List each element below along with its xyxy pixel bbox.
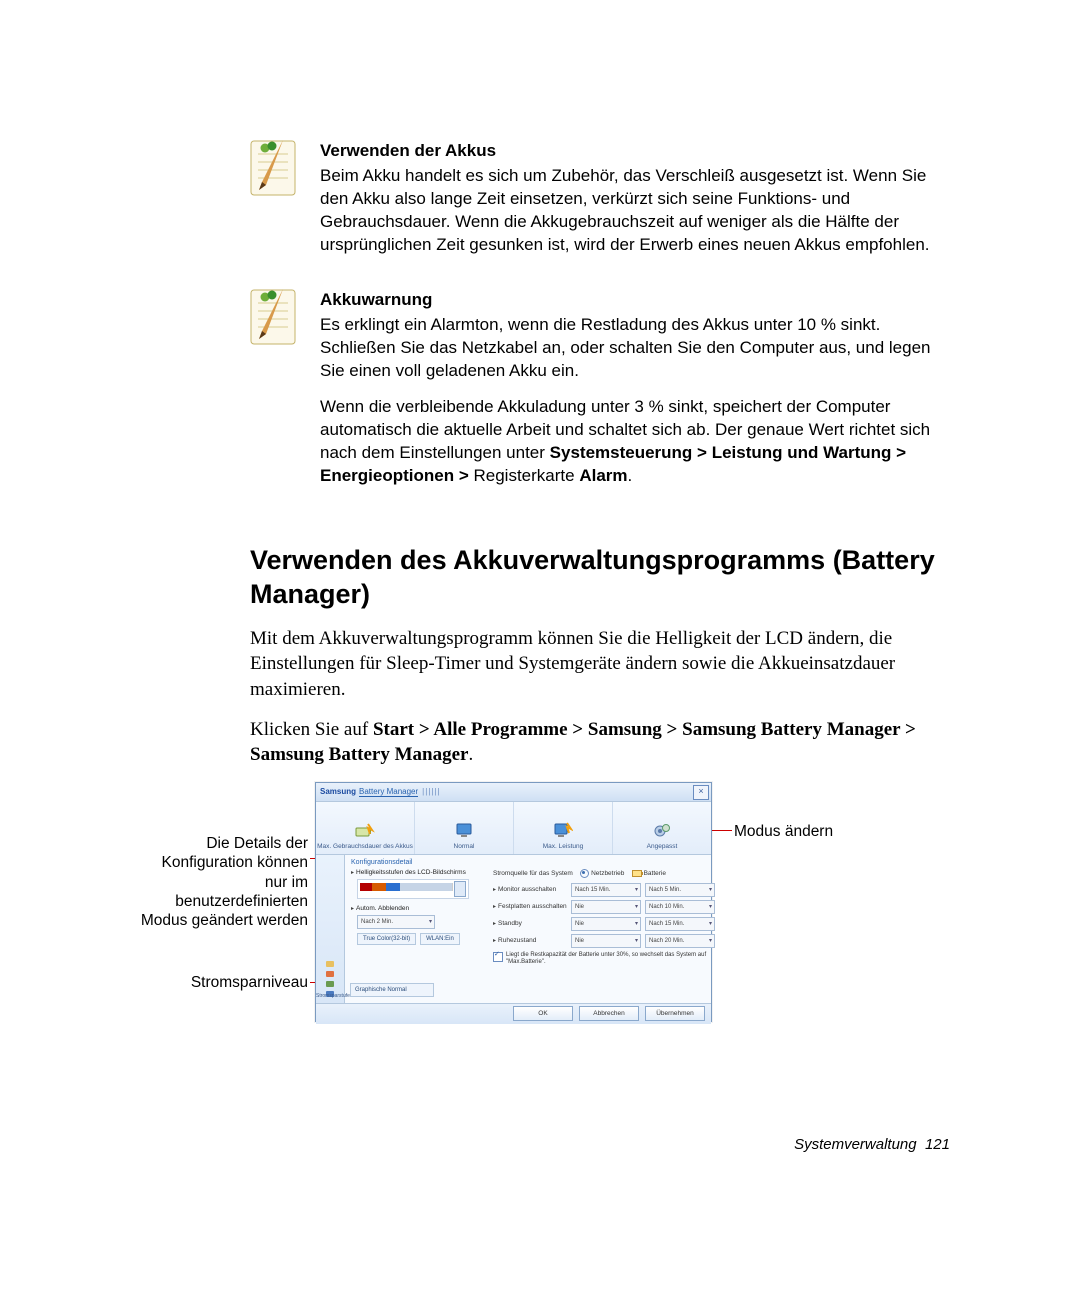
setting-dropdown-net[interactable]: Nach 15 Min.	[571, 883, 641, 897]
battery-small-icon	[632, 870, 642, 877]
setting-dropdown-net[interactable]: Nie	[571, 917, 641, 931]
auto-switch-checkbox[interactable]	[493, 952, 503, 962]
brightness-label: Helligkeitsstufen des LCD-Bildschirms	[351, 869, 481, 876]
note-icon	[250, 140, 310, 196]
color-depth-chip[interactable]: True Color(32-bit)	[357, 933, 416, 945]
note-title: Verwenden der Akkus	[320, 140, 950, 163]
abblenden-label: Autom. Abblenden	[351, 905, 481, 912]
window-body: Konfigurationsdetail Helligkeitsstufen d…	[316, 855, 711, 1003]
mode-max-battery[interactable]: Max. Gebrauchsdauer des Akkus	[316, 802, 415, 854]
title-decoration: ||||||	[422, 787, 440, 796]
section-para-2: Klicken Sie auf Start > Alle Programme >…	[250, 717, 950, 768]
mode-custom[interactable]: Angepasst	[613, 802, 711, 854]
mode-label: Angepasst	[647, 843, 678, 850]
abblenden-dropdown[interactable]: Nach 2 Min.	[357, 915, 435, 929]
config-title: Konfigurationsdetail	[351, 859, 705, 866]
mode-max-performance[interactable]: Max. Leistung	[514, 802, 613, 854]
checkbox-label: Liegt die Restkapazität der Batterie unt…	[506, 952, 725, 966]
callout-line-text: Die Details der	[206, 835, 308, 852]
app-title: Battery Manager	[359, 787, 418, 797]
radio-label: Batterie	[644, 870, 666, 877]
text: Registerkarte	[474, 466, 580, 485]
text: .	[468, 744, 473, 765]
note-body-2: Wenn die verbleibende Akkuladung unter 3…	[320, 396, 950, 488]
ok-button[interactable]: OK	[513, 1006, 573, 1021]
section-heading: Verwenden des Akkuverwaltungsprogramms (…	[250, 544, 950, 612]
page-footer: Systemverwaltung 121	[794, 1136, 950, 1153]
setting-dropdown-batt[interactable]: Nach 10 Min.	[645, 900, 715, 914]
sidebar-dot	[326, 971, 334, 977]
setting-label: Standby	[493, 920, 571, 927]
close-button[interactable]: ×	[693, 785, 709, 800]
setting-dropdown-net[interactable]: Nie	[571, 900, 641, 914]
stromspar-axis-label: Stromsparstufe	[316, 993, 344, 999]
setting-label: Ruhezustand	[493, 937, 571, 944]
monitor-icon	[454, 822, 474, 840]
sidebar-dot	[326, 961, 334, 967]
callout-stromspar: Stromsparniveau	[110, 973, 308, 992]
setting-dropdown-net[interactable]: Nie	[571, 934, 641, 948]
note-icon	[250, 289, 310, 345]
section-para-1: Mit dem Akkuverwaltungsprogramm können S…	[250, 626, 950, 703]
right-column: Stromquelle für das System Netzbetrieb B…	[493, 869, 725, 966]
setting-row-hdd: Festplatten ausschalten Nie Nach 10 Min.	[493, 900, 725, 914]
power-source-row: Stromquelle für das System Netzbetrieb B…	[493, 869, 725, 878]
mode-normal[interactable]: Normal	[415, 802, 514, 854]
note-body: Beim Akku handelt es sich um Zubehör, da…	[320, 165, 950, 257]
monitor-bolt-icon	[553, 822, 573, 840]
radio-label: Netzbetrieb	[591, 870, 624, 877]
mode-label: Max. Leistung	[543, 843, 583, 850]
text: .	[628, 466, 633, 485]
note-text: Akkuwarnung Es erklingt ein Alarmton, we…	[320, 289, 950, 503]
note-body-1: Es erklingt ein Alarmton, wenn die Restl…	[320, 314, 950, 383]
power-source-label: Stromquelle für das System	[493, 870, 573, 877]
mode-label: Max. Gebrauchsdauer des Akkus	[317, 843, 413, 850]
radio-netz[interactable]	[580, 869, 589, 878]
setting-label: Festplatten ausschalten	[493, 903, 571, 910]
mode-tabs: Max. Gebrauchsdauer des Akkus Normal Max…	[316, 802, 711, 855]
setting-dropdown-batt[interactable]: Nach 20 Min.	[645, 934, 715, 948]
callout-line-text: benutzerdefinierten	[175, 893, 308, 910]
setting-row-standby: Standby Nie Nach 15 Min.	[493, 917, 725, 931]
callout-line-text: Modus geändert werden	[141, 912, 308, 929]
callout-modus: Modus ändern	[734, 822, 833, 841]
note-block-usage: Verwenden der Akkus Beim Akku handelt es…	[250, 140, 950, 271]
cancel-button[interactable]: Abbrechen	[579, 1006, 639, 1021]
stromspar-pill[interactable]: Graphische Normal	[350, 983, 434, 997]
callout-line-text: Konfiguration können	[161, 854, 308, 871]
text: Klicken Sie auf	[250, 719, 373, 740]
setting-label: Monitor ausschalten	[493, 886, 571, 893]
section-body: Mit dem Akkuverwaltungsprogramm können S…	[250, 626, 950, 768]
footer-section: Systemverwaltung	[794, 1136, 917, 1153]
setting-dropdown-batt[interactable]: Nach 5 Min.	[645, 883, 715, 897]
screenshot-area: Die Details der Konfiguration können nur…	[250, 782, 950, 1042]
note-title: Akkuwarnung	[320, 289, 950, 312]
mode-label: Normal	[454, 843, 475, 850]
titlebar: Samsung Battery Manager |||||| ×	[316, 783, 711, 802]
apply-button[interactable]: Übernehmen	[645, 1006, 705, 1021]
note-text: Verwenden der Akkus Beim Akku handelt es…	[320, 140, 950, 271]
gear-icon	[652, 822, 672, 840]
callout-details: Die Details der Konfiguration können nur…	[78, 834, 308, 931]
setting-row-hibernate: Ruhezustand Nie Nach 20 Min.	[493, 934, 725, 948]
brand-text: Samsung	[320, 787, 356, 796]
auto-switch-checkbox-row: Liegt die Restkapazität der Batterie unt…	[493, 952, 725, 966]
bold-word: Alarm	[579, 466, 627, 485]
wlan-chip[interactable]: WLAN:Ein	[420, 933, 460, 945]
button-bar: OK Abbrechen Übernehmen	[316, 1003, 711, 1024]
slider-handle[interactable]	[454, 881, 466, 897]
footer-page-number: 121	[925, 1136, 950, 1153]
left-column: Helligkeitsstufen des LCD-Bildschirms Au…	[351, 869, 481, 945]
main-panel: Konfigurationsdetail Helligkeitsstufen d…	[345, 855, 711, 1003]
brightness-slider[interactable]	[357, 879, 469, 899]
callout-line-text: nur im	[265, 874, 308, 891]
note-block-warning: Akkuwarnung Es erklingt ein Alarmton, we…	[250, 289, 950, 503]
sidebar-dot	[326, 981, 334, 987]
setting-dropdown-batt[interactable]: Nach 15 Min.	[645, 917, 715, 931]
setting-row-monitor: Monitor ausschalten Nach 15 Min. Nach 5 …	[493, 883, 725, 897]
battery-manager-window: Samsung Battery Manager |||||| × Max. Ge…	[315, 782, 712, 1022]
sidebar-strip	[316, 855, 345, 1003]
battery-icon	[355, 822, 375, 840]
